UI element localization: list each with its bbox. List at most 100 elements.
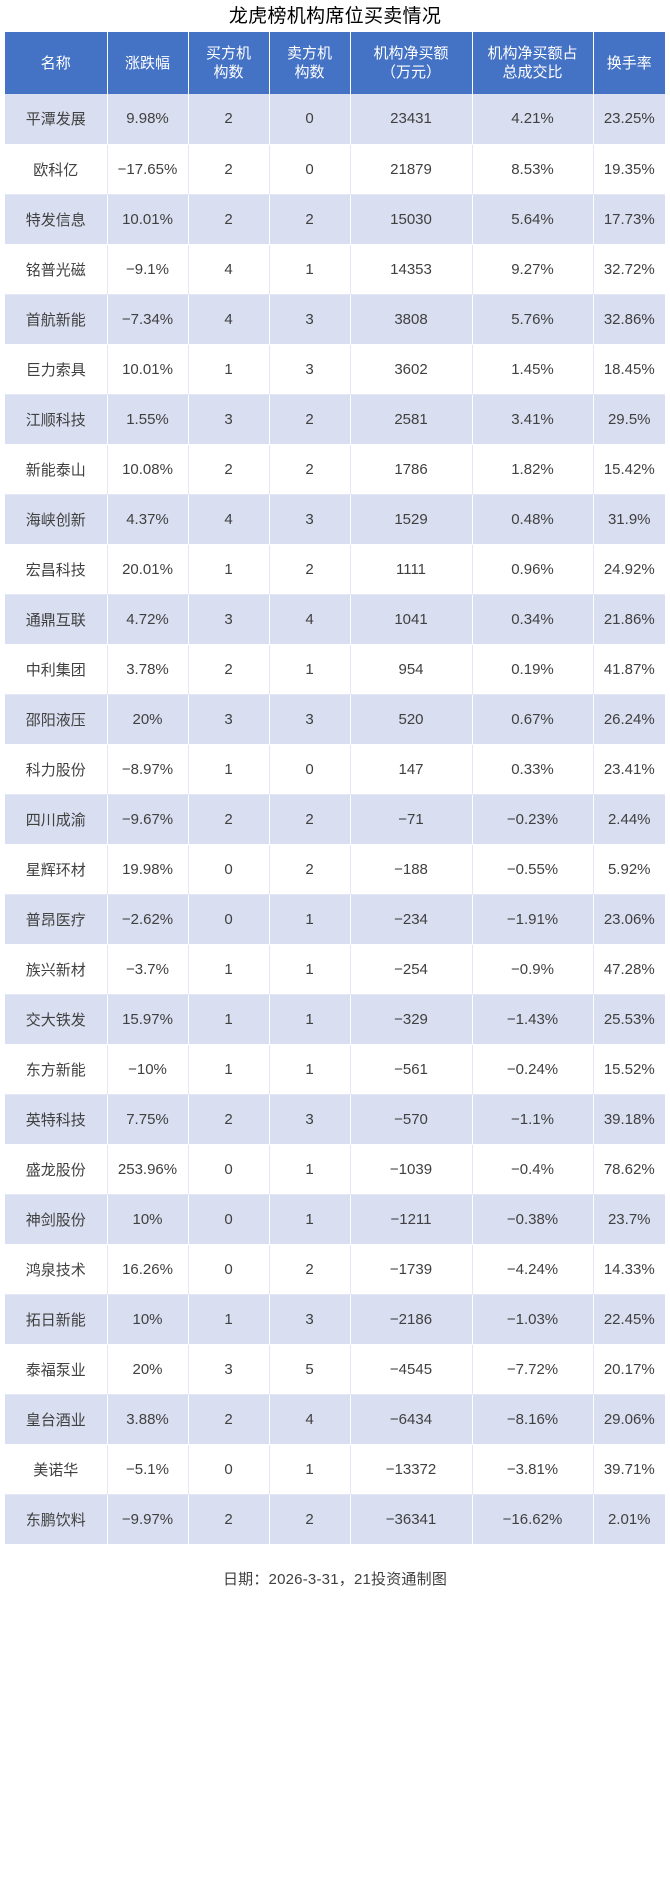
cell-name: 美诺华 — [5, 1444, 108, 1495]
table-row[interactable]: 平潭发展 9.98% 2 0 23431 4.21% 23.25% — [5, 94, 665, 145]
table-row[interactable]: 铭普光磁 −9.1% 4 1 14353 9.27% 32.72% — [5, 244, 665, 295]
cell-net: −6434 — [350, 1394, 473, 1445]
cell-net: 1786 — [350, 444, 473, 495]
cell-net: 954 — [350, 644, 473, 695]
table-row[interactable]: 英特科技 7.75% 2 3 −570 −1.1% 39.18% — [5, 1094, 665, 1145]
cell-sell: 3 — [269, 294, 351, 345]
cell-chg: 16.26% — [107, 1244, 189, 1295]
cell-name: 平潭发展 — [5, 94, 108, 145]
cell-ratio: −0.9% — [472, 944, 594, 995]
cell-turn: 19.35% — [593, 144, 665, 195]
cell-chg: 4.37% — [107, 494, 189, 545]
table-row[interactable]: 盛龙股份 253.96% 0 1 −1039 −0.4% 78.62% — [5, 1144, 665, 1195]
cell-net: −1739 — [350, 1244, 473, 1295]
cell-buy: 0 — [188, 894, 270, 945]
cell-sell: 1 — [269, 944, 351, 995]
cell-name: 拓日新能 — [5, 1294, 108, 1345]
table-row[interactable]: 中利集团 3.78% 2 1 954 0.19% 41.87% — [5, 644, 665, 695]
table-row[interactable]: 泰福泵业 20% 3 5 −4545 −7.72% 20.17% — [5, 1344, 665, 1395]
cell-name: 泰福泵业 — [5, 1344, 108, 1395]
table-row[interactable]: 首航新能 −7.34% 4 3 3808 5.76% 32.86% — [5, 294, 665, 345]
cell-name: 海峡创新 — [5, 494, 108, 545]
cell-ratio: 5.76% — [472, 294, 594, 345]
cell-name: 欧科亿 — [5, 144, 108, 195]
cell-chg: −3.7% — [107, 944, 189, 995]
table-row[interactable]: 皇台酒业 3.88% 2 4 −6434 −8.16% 29.06% — [5, 1394, 665, 1445]
cell-buy: 1 — [188, 1294, 270, 1345]
cell-sell: 2 — [269, 844, 351, 895]
cell-name: 宏昌科技 — [5, 544, 108, 595]
cell-name: 星辉环材 — [5, 844, 108, 895]
cell-name: 新能泰山 — [5, 444, 108, 495]
cell-turn: 25.53% — [593, 994, 665, 1045]
column-header-line: 总成交比 — [502, 64, 563, 81]
cell-ratio: 8.53% — [472, 144, 594, 195]
cell-sell: 1 — [269, 1044, 351, 1095]
cell-name: 江顺科技 — [5, 394, 108, 445]
table-row[interactable]: 族兴新材 −3.7% 1 1 −254 −0.9% 47.28% — [5, 944, 665, 995]
cell-name: 东鹏饮料 — [5, 1494, 108, 1545]
cell-buy: 2 — [188, 194, 270, 245]
cell-turn: 15.42% — [593, 444, 665, 495]
cell-chg: 9.98% — [107, 94, 189, 145]
cell-ratio: 0.33% — [472, 744, 594, 795]
cell-net: 3808 — [350, 294, 473, 345]
cell-ratio: −0.55% — [472, 844, 594, 895]
cell-turn: 39.18% — [593, 1094, 665, 1145]
table-row[interactable]: 海峡创新 4.37% 4 3 1529 0.48% 31.9% — [5, 494, 665, 545]
table-row[interactable]: 邵阳液压 20% 3 3 520 0.67% 26.24% — [5, 694, 665, 745]
cell-sell: 2 — [269, 444, 351, 495]
cell-chg: 20.01% — [107, 544, 189, 595]
table-row[interactable]: 鸿泉技术 16.26% 0 2 −1739 −4.24% 14.33% — [5, 1244, 665, 1295]
cell-sell: 3 — [269, 494, 351, 545]
cell-turn: 78.62% — [593, 1144, 665, 1195]
table-row[interactable]: 星辉环材 19.98% 0 2 −188 −0.55% 5.92% — [5, 844, 665, 895]
cell-ratio: 0.34% — [472, 594, 594, 645]
cell-sell: 3 — [269, 1094, 351, 1145]
cell-buy: 1 — [188, 344, 270, 395]
cell-buy: 1 — [188, 744, 270, 795]
cell-chg: −9.97% — [107, 1494, 189, 1545]
table-row[interactable]: 交大铁发 15.97% 1 1 −329 −1.43% 25.53% — [5, 994, 665, 1045]
cell-name: 邵阳液压 — [5, 694, 108, 745]
table-row[interactable]: 普昂医疗 −2.62% 0 1 −234 −1.91% 23.06% — [5, 894, 665, 945]
cell-turn: 24.92% — [593, 544, 665, 595]
table-row[interactable]: 特发信息 10.01% 2 2 15030 5.64% 17.73% — [5, 194, 665, 245]
table-row[interactable]: 巨力索具 10.01% 1 3 3602 1.45% 18.45% — [5, 344, 665, 395]
cell-turn: 23.41% — [593, 744, 665, 795]
table-row[interactable]: 神剑股份 10% 0 1 −1211 −0.38% 23.7% — [5, 1194, 665, 1245]
cell-buy: 2 — [188, 794, 270, 845]
table-row[interactable]: 东鹏饮料 −9.97% 2 2 −36341 −16.62% 2.01% — [5, 1494, 665, 1545]
column-header-sell-count: 卖方机 构数 — [269, 32, 351, 94]
table-row[interactable]: 江顺科技 1.55% 3 2 2581 3.41% 29.5% — [5, 394, 665, 445]
cell-buy: 2 — [188, 94, 270, 145]
cell-ratio: −0.4% — [472, 1144, 594, 1195]
table-row[interactable]: 通鼎互联 4.72% 3 4 1041 0.34% 21.86% — [5, 594, 665, 645]
table-row[interactable]: 东方新能 −10% 1 1 −561 −0.24% 15.52% — [5, 1044, 665, 1095]
cell-sell: 1 — [269, 1194, 351, 1245]
cell-turn: 21.86% — [593, 594, 665, 645]
cell-net: −1039 — [350, 1144, 473, 1195]
cell-net: −254 — [350, 944, 473, 995]
footer-row: 日期：2026-3-31，21投资通制图 — [5, 1544, 665, 1613]
cell-ratio: −0.38% — [472, 1194, 594, 1245]
cell-name: 神剑股份 — [5, 1194, 108, 1245]
cell-name: 英特科技 — [5, 1094, 108, 1145]
table-row[interactable]: 欧科亿 −17.65% 2 0 21879 8.53% 19.35% — [5, 144, 665, 195]
table-row[interactable]: 拓日新能 10% 1 3 −2186 −1.03% 22.45% — [5, 1294, 665, 1345]
table-row[interactable]: 科力股份 −8.97% 1 0 147 0.33% 23.41% — [5, 744, 665, 795]
table-row[interactable]: 宏昌科技 20.01% 1 2 1111 0.96% 24.92% — [5, 544, 665, 595]
cell-turn: 5.92% — [593, 844, 665, 895]
table-row[interactable]: 四川成渝 −9.67% 2 2 −71 −0.23% 2.44% — [5, 794, 665, 845]
cell-chg: −8.97% — [107, 744, 189, 795]
cell-turn: 14.33% — [593, 1244, 665, 1295]
table-row[interactable]: 美诺华 −5.1% 0 1 −13372 −3.81% 39.71% — [5, 1444, 665, 1495]
table-row[interactable]: 新能泰山 10.08% 2 2 1786 1.82% 15.42% — [5, 444, 665, 495]
cell-net: 14353 — [350, 244, 473, 295]
cell-turn: 47.28% — [593, 944, 665, 995]
cell-ratio: 0.96% — [472, 544, 594, 595]
cell-turn: 31.9% — [593, 494, 665, 545]
column-header-line: 换手率 — [606, 54, 652, 72]
cell-chg: 19.98% — [107, 844, 189, 895]
